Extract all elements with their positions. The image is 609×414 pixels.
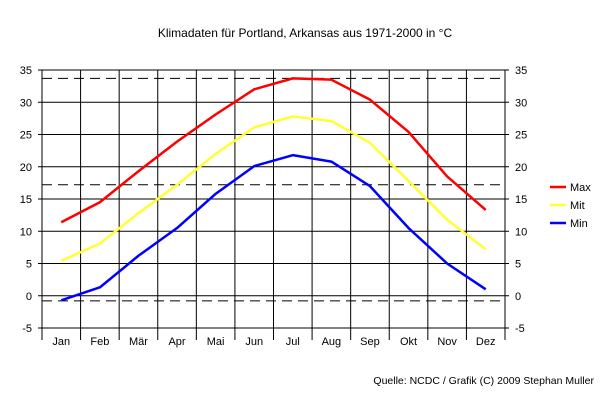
y-tick-label: 5 — [26, 259, 32, 271]
y-tick-label-right: 5 — [515, 259, 521, 271]
y-tick-label-right: 0 — [515, 291, 521, 303]
x-tick-label: Jan — [52, 336, 70, 348]
y-tick-label: 35 — [20, 65, 32, 77]
x-tick-label: Nov — [437, 336, 457, 348]
x-tick-label: Jun — [245, 336, 263, 348]
legend-label: Max — [570, 182, 591, 194]
y-tick-label: 0 — [26, 291, 32, 303]
x-tick-label: Jul — [286, 336, 300, 348]
y-tick-label-right: 25 — [515, 130, 527, 142]
y-tick-label: 30 — [20, 97, 32, 109]
x-tick-label: Apr — [168, 336, 185, 348]
x-tick-label: Okt — [400, 336, 417, 348]
y-tick-label-right: 10 — [515, 226, 527, 238]
y-tick-label-right: 20 — [515, 162, 527, 174]
y-tick-label: 10 — [20, 226, 32, 238]
source-credit: Quelle: NCDC / Grafik (C) 2009 Stephan M… — [373, 375, 594, 387]
y-tick-label: 20 — [20, 162, 32, 174]
x-tick-label: Aug — [322, 336, 342, 348]
x-tick-label: Mai — [207, 336, 225, 348]
x-tick-label: Mär — [129, 336, 148, 348]
legend-label: Mit — [570, 200, 585, 212]
y-tick-label: 25 — [20, 130, 32, 142]
y-tick-label-right: 15 — [515, 194, 527, 206]
chart-title: Klimadaten für Portland, Arkansas aus 19… — [158, 26, 453, 40]
y-tick-label: -5 — [22, 323, 32, 335]
legend-label: Min — [570, 218, 588, 230]
x-tick-label: Dez — [476, 336, 496, 348]
y-tick-label-right: 30 — [515, 97, 527, 109]
y-tick-label-right: 35 — [515, 65, 527, 77]
y-tick-label: 15 — [20, 194, 32, 206]
y-tick-label-right: -5 — [515, 323, 525, 335]
x-tick-label: Feb — [90, 336, 109, 348]
x-tick-label: Sep — [360, 336, 380, 348]
